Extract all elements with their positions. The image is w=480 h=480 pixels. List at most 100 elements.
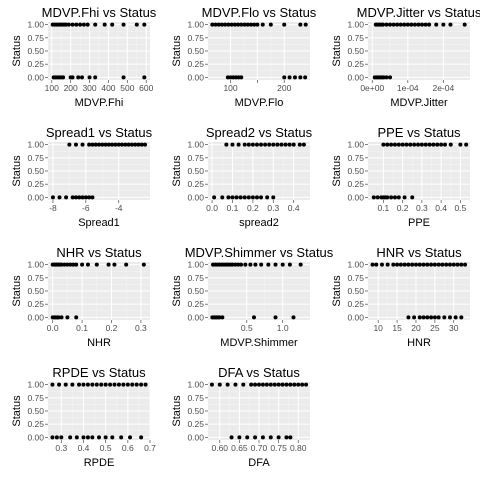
y-axis-title: Status: [171, 395, 183, 427]
y-tick-label: 1.00: [187, 20, 204, 30]
data-point: [93, 142, 98, 147]
data-point: [396, 142, 401, 147]
y-tick-label: 1.00: [347, 20, 364, 30]
panel-title: HNR vs Status: [376, 245, 462, 260]
data-point: [232, 22, 237, 27]
x-tick-label: 0.4: [435, 203, 447, 213]
data-point: [77, 382, 82, 387]
data-point: [90, 195, 95, 200]
data-point: [255, 22, 260, 27]
x-axis-title: MDVP.Shimmer: [220, 337, 298, 349]
data-point: [442, 315, 447, 320]
data-point: [139, 142, 144, 147]
data-point: [275, 142, 280, 147]
data-point: [439, 142, 444, 147]
data-point: [81, 22, 86, 27]
data-point: [239, 22, 244, 27]
data-point: [129, 142, 134, 147]
x-tick-label: 30: [449, 323, 459, 333]
data-point: [230, 195, 235, 200]
data-point: [121, 382, 126, 387]
data-point: [464, 142, 469, 147]
data-point: [220, 195, 225, 200]
y-tick-label: 0.50: [187, 286, 204, 296]
y-tick-label: 0.25: [187, 419, 204, 429]
panel-6: 0.1 0.2 0.3 0.4 0.5 0.00 0.25 0.50 0.75 1.00 PPE v…: [331, 125, 470, 229]
panel-3: 0e+00 1e-04 2e-040.000.250.500.751.00MDVP.…: [331, 5, 480, 109]
data-point: [268, 22, 273, 27]
data-point: [102, 22, 107, 27]
data-point: [97, 142, 101, 147]
y-tick-label: 0.00: [187, 72, 204, 82]
data-point: [254, 142, 259, 147]
data-point: [444, 262, 449, 267]
y-tick-label: 0.75: [187, 393, 204, 403]
data-point: [90, 382, 95, 387]
data-point: [80, 142, 85, 147]
data-point: [87, 75, 92, 80]
data-point: [230, 262, 235, 267]
y-axis-title: Status: [11, 275, 23, 307]
y-tick-label: 1.00: [27, 20, 44, 30]
x-tick-label: 200: [277, 83, 291, 93]
data-point: [50, 195, 55, 200]
data-point: [406, 262, 411, 267]
y-tick-label: 0.75: [187, 33, 204, 43]
data-point: [70, 22, 75, 27]
x-axis-title: spread2: [239, 217, 279, 229]
data-point: [100, 142, 105, 147]
y-tick-label: 0.00: [27, 192, 44, 202]
data-point: [120, 142, 125, 147]
data-point: [395, 22, 400, 27]
data-point: [68, 435, 73, 440]
data-point: [432, 315, 437, 320]
data-point: [260, 382, 265, 387]
x-tick-label: 0.80: [290, 443, 307, 453]
data-point: [87, 142, 92, 147]
data-point: [223, 22, 228, 27]
data-point: [416, 142, 421, 147]
y-axis-title: Status: [331, 275, 343, 307]
x-tick-label: 0.5: [241, 323, 253, 333]
data-point: [245, 22, 250, 27]
y-tick-label: 1.00: [187, 380, 204, 390]
data-point: [248, 22, 253, 27]
x-tick-label: 0.2: [247, 203, 259, 213]
y-tick-label: 0.50: [27, 46, 44, 56]
x-tick-label: 0.70: [251, 443, 268, 453]
y-tick-label: 0.25: [187, 179, 204, 189]
data-point: [70, 382, 75, 387]
data-point: [77, 195, 82, 200]
x-tick-label: 0.75: [270, 443, 287, 453]
data-point: [74, 315, 79, 320]
data-point: [253, 382, 258, 387]
data-point: [420, 22, 425, 27]
data-point: [254, 195, 259, 200]
panel-9: 10 15 20 25 30 0.00 0.25 0.50 0.75 1.00 HNR vs Sta…: [331, 245, 470, 349]
data-point: [213, 22, 218, 27]
data-point: [220, 315, 225, 320]
data-point: [291, 142, 296, 147]
data-point: [234, 195, 239, 200]
y-tick-label: 0.75: [27, 33, 44, 43]
data-point: [265, 195, 270, 200]
data-point: [389, 142, 394, 147]
data-point: [50, 382, 55, 387]
data-point: [400, 142, 405, 147]
data-point: [73, 142, 78, 147]
x-tick-label: 0.3: [416, 203, 428, 213]
data-point: [116, 142, 121, 147]
x-tick-label: 0.65: [231, 443, 248, 453]
x-tick-label: 1e-04: [397, 83, 419, 93]
y-tick-label: 0.50: [347, 286, 364, 296]
data-point: [130, 382, 135, 387]
x-axis-title: MDVP.Fhi: [75, 97, 124, 109]
data-point: [242, 142, 247, 147]
data-point: [85, 382, 90, 387]
data-point: [298, 75, 303, 80]
data-point: [384, 75, 389, 80]
data-point: [388, 22, 393, 27]
x-tick-label: 0.1: [377, 203, 389, 213]
data-point: [54, 435, 59, 440]
